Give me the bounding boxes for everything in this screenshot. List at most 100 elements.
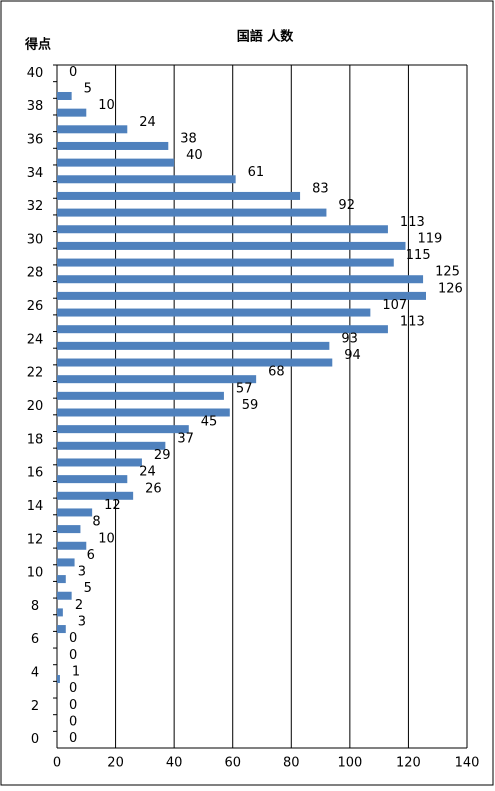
value-label: 92: [338, 198, 355, 213]
bar: [57, 575, 66, 584]
bar: [57, 341, 330, 350]
value-label: 10: [98, 98, 115, 113]
value-label: 12: [104, 498, 121, 513]
y-tick-label: 28: [27, 266, 44, 281]
bar: [57, 608, 63, 617]
bar: [57, 541, 87, 550]
value-label: 2: [75, 598, 83, 613]
value-label: 115: [406, 248, 431, 263]
value-label: 57: [236, 381, 253, 396]
value-label: 10: [98, 531, 115, 546]
value-label: 3: [78, 565, 86, 580]
bar: [57, 308, 371, 317]
value-label: 26: [145, 481, 162, 496]
value-label: 45: [201, 415, 218, 430]
value-label: 24: [139, 465, 156, 480]
value-label: 6: [87, 548, 95, 563]
value-label: 5: [84, 81, 92, 96]
value-label: 0: [69, 631, 77, 646]
bar: [57, 275, 424, 284]
y-tick-label: 10: [27, 566, 44, 581]
y-tick-label: 38: [27, 99, 44, 114]
value-label: 8: [92, 515, 100, 530]
bar: [57, 675, 60, 684]
x-tick-label: 40: [166, 756, 183, 771]
bar: [57, 191, 301, 200]
y-tick-label: 16: [27, 466, 44, 481]
bar: [57, 591, 72, 600]
x-tick-label: 100: [337, 756, 362, 771]
value-label: 40: [186, 148, 203, 163]
bar: [57, 91, 72, 100]
chart-title: 国語 人数: [237, 29, 295, 45]
bar: [57, 325, 388, 334]
bar: [57, 391, 224, 400]
value-label: 38: [180, 131, 197, 146]
y-tick-label: 34: [27, 166, 44, 181]
value-label: 0: [69, 681, 77, 696]
y-tick-label: 36: [27, 132, 44, 147]
value-label: 0: [69, 731, 77, 746]
value-label: 1: [72, 665, 80, 680]
y-axis-label: 得点: [24, 37, 51, 53]
y-tick-label: 40: [27, 66, 44, 81]
x-tick-label: 140: [455, 756, 480, 771]
bar: [57, 108, 87, 117]
y-tick-label: 18: [27, 432, 44, 447]
value-label: 0: [69, 698, 77, 713]
value-label: 113: [400, 215, 425, 230]
y-tick-label: 22: [27, 366, 44, 381]
value-label: 113: [400, 315, 425, 330]
value-label: 24: [139, 115, 156, 130]
y-tick-label: 24: [27, 332, 44, 347]
value-label: 59: [242, 398, 259, 413]
x-tick-label: 60: [224, 756, 241, 771]
y-tick-label: 32: [27, 199, 44, 214]
bar: [57, 491, 134, 500]
bar: [57, 208, 327, 217]
value-label: 93: [341, 331, 358, 346]
y-tick-label: 2: [31, 699, 39, 714]
bar: [57, 225, 388, 234]
bar: [57, 125, 128, 134]
bar: [57, 141, 169, 150]
x-tick-label: 0: [53, 756, 61, 771]
y-tick-label: 26: [27, 299, 44, 314]
bar: [57, 525, 81, 534]
bar: [57, 175, 236, 184]
value-label: 5: [84, 581, 92, 596]
value-label: 68: [268, 365, 285, 380]
value-label: 0: [69, 65, 77, 80]
value-label: 29: [154, 448, 171, 463]
bar: [57, 508, 93, 517]
bar: [57, 241, 406, 250]
bar: [57, 558, 75, 567]
value-label: 61: [248, 165, 265, 180]
y-tick-label: 20: [27, 399, 44, 414]
bar: [57, 358, 333, 367]
x-tick-label: 120: [396, 756, 421, 771]
y-tick-label: 0: [31, 732, 39, 747]
x-tick-label: 20: [107, 756, 124, 771]
bar: [57, 375, 257, 384]
y-tick-label: 12: [27, 532, 44, 547]
y-tick-label: 8: [31, 599, 39, 614]
bar: [57, 258, 394, 267]
value-label: 125: [435, 265, 460, 280]
value-label: 119: [418, 231, 443, 246]
value-label: 0: [69, 715, 77, 730]
bar: [57, 441, 166, 450]
value-label: 0: [69, 648, 77, 663]
bar: [57, 158, 175, 167]
bar: [57, 291, 426, 300]
y-tick-label: 30: [27, 232, 44, 247]
y-tick-label: 14: [27, 499, 44, 514]
bar: [57, 425, 189, 434]
x-tick-label: 80: [283, 756, 300, 771]
bar: [57, 625, 66, 634]
bar: [57, 475, 128, 484]
value-label: 83: [312, 181, 329, 196]
bar: [57, 458, 142, 467]
value-label: 3: [78, 615, 86, 630]
